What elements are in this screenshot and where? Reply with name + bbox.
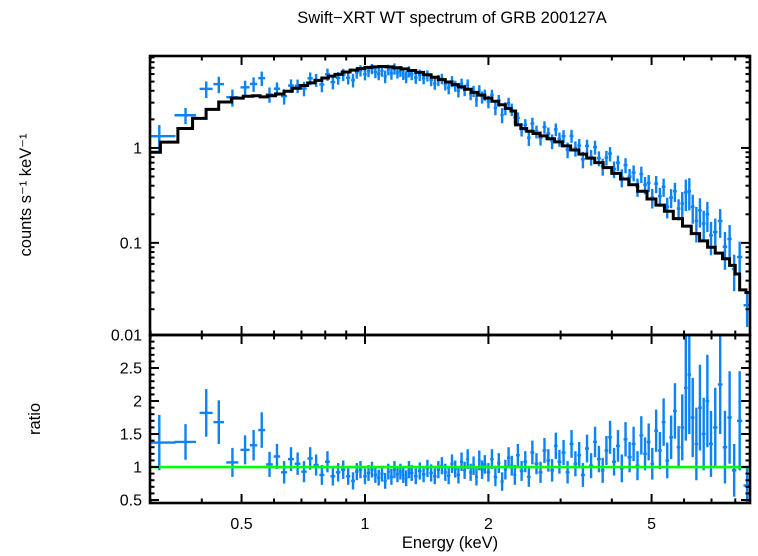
spectrum-model-line [150, 65, 750, 294]
y-tick-label: 1 [133, 140, 142, 157]
ratio-frame [148, 333, 752, 505]
ratio-data-points [150, 335, 750, 503]
y-tick-label: 2 [133, 394, 142, 411]
y-tick-label: 0.01 [111, 328, 142, 345]
plot-title: Swift−XRT WT spectrum of GRB 200127A [297, 9, 607, 27]
y-tick-label: 0.1 [120, 235, 142, 252]
y-tick-label: 1 [133, 460, 142, 477]
panel-frames [148, 54, 752, 505]
x-axis-title-energy: Energy (keV) [402, 534, 498, 552]
y-tick-label: 2.5 [120, 361, 142, 378]
y-axis-title-ratio: ratio [26, 403, 44, 435]
x-tick-label: 0.5 [230, 516, 252, 533]
axis-tick-labels: 0.01 0.1 1 0.5 1 1.5 2 2.5 0.5 1 2 5 [111, 140, 656, 533]
model-step-path [150, 65, 750, 294]
y-axis-title-counts: counts s⁻¹ keV⁻¹ [17, 133, 35, 256]
y-tick-label: 0.5 [120, 493, 142, 510]
y-tick-label: 1.5 [120, 427, 142, 444]
x-tick-label: 1 [361, 516, 370, 533]
x-tick-label: 2 [484, 516, 493, 533]
axis-ticks [149, 56, 750, 503]
x-tick-label: 5 [647, 516, 656, 533]
